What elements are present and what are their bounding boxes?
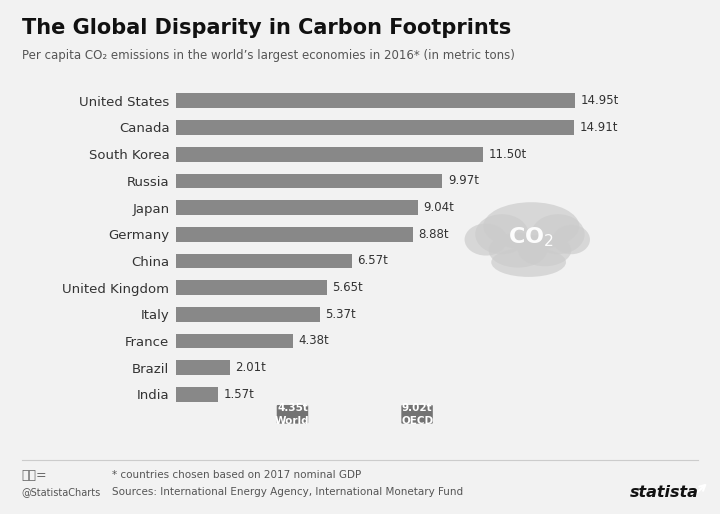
Text: 8.88t: 8.88t: [418, 228, 449, 241]
Bar: [176, 147, 483, 161]
Text: Ⓒⓘ=: Ⓒⓘ=: [22, 469, 48, 482]
Bar: [176, 94, 575, 108]
Ellipse shape: [518, 234, 571, 266]
Text: The Global Disparity in Carbon Footprints: The Global Disparity in Carbon Footprint…: [22, 18, 511, 38]
Bar: [176, 280, 327, 295]
Text: 14.91t: 14.91t: [580, 121, 618, 134]
Bar: [176, 360, 230, 375]
Text: 5.37t: 5.37t: [325, 308, 356, 321]
Text: 1.57t: 1.57t: [224, 388, 254, 401]
Text: 4.38t: 4.38t: [299, 335, 329, 347]
Bar: [176, 307, 320, 322]
FancyBboxPatch shape: [276, 405, 308, 424]
Ellipse shape: [483, 202, 580, 250]
Text: @StatistaCharts: @StatistaCharts: [22, 487, 101, 498]
Bar: [176, 120, 575, 135]
Ellipse shape: [553, 225, 590, 254]
Text: Per capita CO₂ emissions in the world’s largest economies in 2016* (in metric to: Per capita CO₂ emissions in the world’s …: [22, 49, 515, 62]
Text: 9.97t: 9.97t: [448, 174, 479, 188]
Text: 2.01t: 2.01t: [235, 361, 266, 374]
Ellipse shape: [489, 233, 547, 268]
Text: 14.95t: 14.95t: [580, 94, 619, 107]
Text: * countries chosen based on 2017 nominal GDP: * countries chosen based on 2017 nominal…: [112, 470, 361, 481]
FancyBboxPatch shape: [401, 405, 433, 424]
Text: 9.02t
OECD: 9.02t OECD: [401, 403, 433, 426]
Text: 5.65t: 5.65t: [333, 281, 364, 294]
Text: Sources: International Energy Agency, International Monetary Fund: Sources: International Energy Agency, In…: [112, 487, 463, 498]
Bar: [176, 387, 218, 401]
Bar: [176, 253, 351, 268]
Text: 4.35t
World: 4.35t World: [275, 403, 310, 426]
Text: 6.57t: 6.57t: [357, 254, 388, 267]
Text: CO$_2$: CO$_2$: [508, 225, 554, 249]
Ellipse shape: [531, 214, 585, 254]
Bar: [176, 227, 413, 242]
Bar: [176, 174, 442, 188]
Text: 11.50t: 11.50t: [489, 148, 527, 161]
Ellipse shape: [464, 224, 508, 255]
Text: statista: statista: [629, 485, 698, 500]
Bar: [176, 334, 293, 348]
Ellipse shape: [491, 248, 566, 277]
Text: 9.04t: 9.04t: [423, 201, 454, 214]
Bar: [176, 200, 418, 215]
Ellipse shape: [475, 214, 528, 254]
